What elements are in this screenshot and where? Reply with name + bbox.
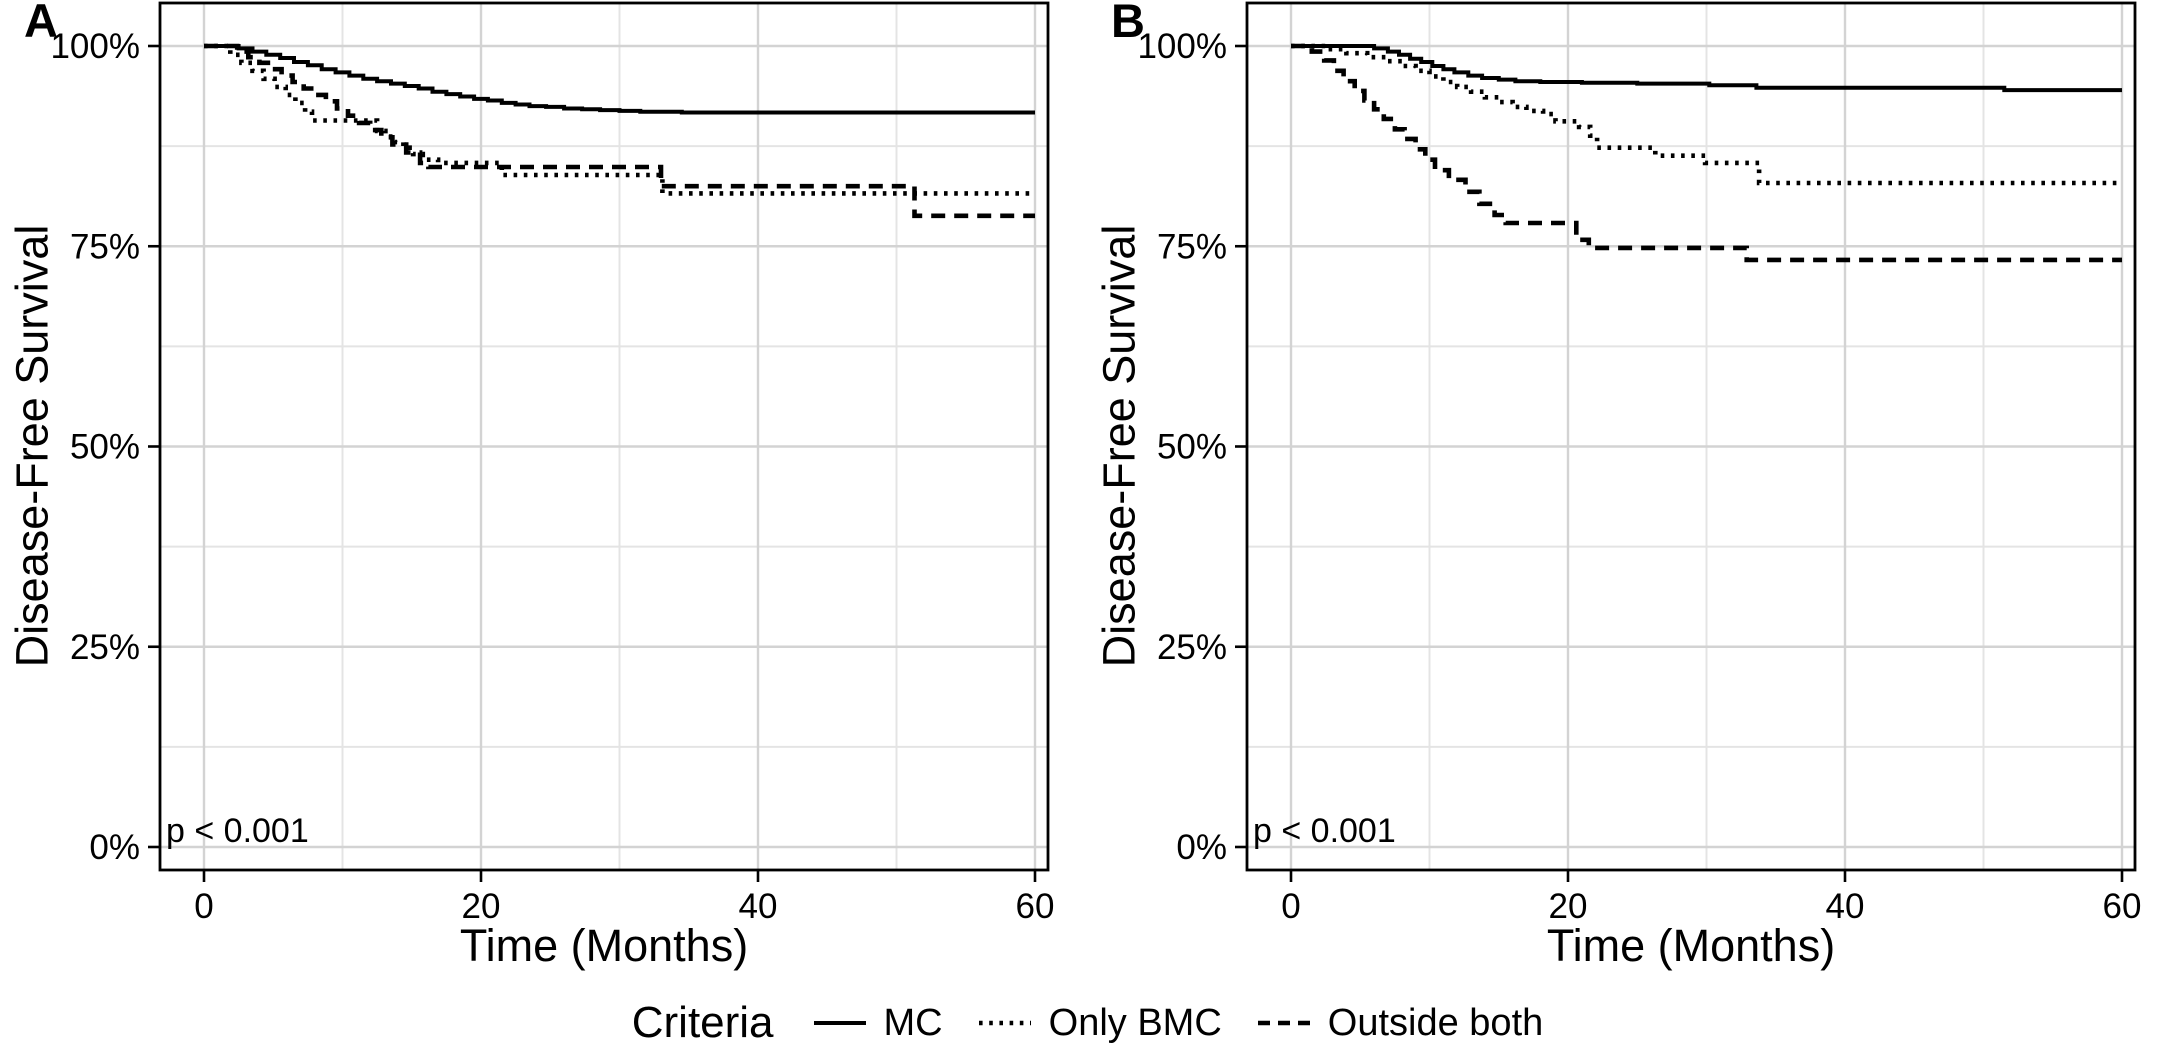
x-tick-label: 0 xyxy=(1281,887,1300,926)
p-value-B: p < 0.001 xyxy=(1253,812,1396,850)
plot-area-A: 0 20 40 60 0% 25% 50% 75% 100% xyxy=(50,1,1055,926)
legend-items: MC Only BMC Outside both xyxy=(812,1002,1543,1045)
plot-area-B: 0 20 40 60 0% 25% 50% 75% 100% xyxy=(1137,1,2142,926)
legend-item-only-bmc: Only BMC xyxy=(977,1002,1222,1045)
x-tick-label: 20 xyxy=(462,887,501,926)
legend: Criteria MC Only BMC Outside both xyxy=(0,990,2175,1056)
x-tick-label: 40 xyxy=(739,887,778,926)
x-tick-label: 60 xyxy=(1016,887,1055,926)
panel-A: A Disease-Free Survival 0 20 40 60 0% 25% 50% 7… xyxy=(0,0,1088,985)
y-tick-label: 0% xyxy=(89,828,140,867)
x-tick-label: 40 xyxy=(1826,887,1865,926)
y-tick-label: 25% xyxy=(70,628,140,667)
legend-item-outside-both: Outside both xyxy=(1256,1002,1543,1045)
x-tick-label: 20 xyxy=(1549,887,1588,926)
panel-B: B Disease-Free Survival 0 20 40 60 0% 25% 50% 7… xyxy=(1087,0,2175,985)
legend-title: Criteria xyxy=(631,998,774,1047)
y-tick-label: 75% xyxy=(1157,227,1227,266)
panel-letter-A: A xyxy=(24,0,58,47)
x-tick-label: 60 xyxy=(2103,887,2142,926)
legend-label: Only BMC xyxy=(1048,1001,1222,1044)
legend-swatch-dashed-icon xyxy=(1257,1020,1310,1026)
legend-item-mc: MC xyxy=(812,1002,943,1045)
y-tick-label: 25% xyxy=(1157,628,1227,667)
legend-swatch-dotted-icon xyxy=(978,1020,1031,1026)
panel-border xyxy=(158,1,1050,872)
y-tick-label: 50% xyxy=(70,428,140,467)
y-tick-label: 50% xyxy=(1157,428,1227,467)
legend-label: MC xyxy=(883,1001,943,1044)
panel-letter-B: B xyxy=(1111,0,1145,47)
p-value-A: p < 0.001 xyxy=(166,812,309,850)
y-tick-label: 0% xyxy=(1176,828,1227,867)
y-tick-label: 100% xyxy=(1137,27,1227,66)
legend-label: Outside both xyxy=(1327,1001,1544,1044)
y-tick-label: 75% xyxy=(70,227,140,266)
legend-swatch-solid-icon xyxy=(813,1021,866,1025)
survival-curve-mc xyxy=(204,44,1035,115)
survival-curve-mc xyxy=(1291,44,2122,93)
y-tick-label: 100% xyxy=(50,27,140,66)
survival-curve-only-bmc xyxy=(204,43,1035,196)
x-axis-title-B: Time (Months) xyxy=(1546,920,1836,971)
x-axis-title-A: Time (Months) xyxy=(459,920,749,971)
survival-curve-outside-both xyxy=(204,43,1035,219)
x-tick-label: 0 xyxy=(194,887,213,926)
panel-border xyxy=(1245,1,2137,872)
